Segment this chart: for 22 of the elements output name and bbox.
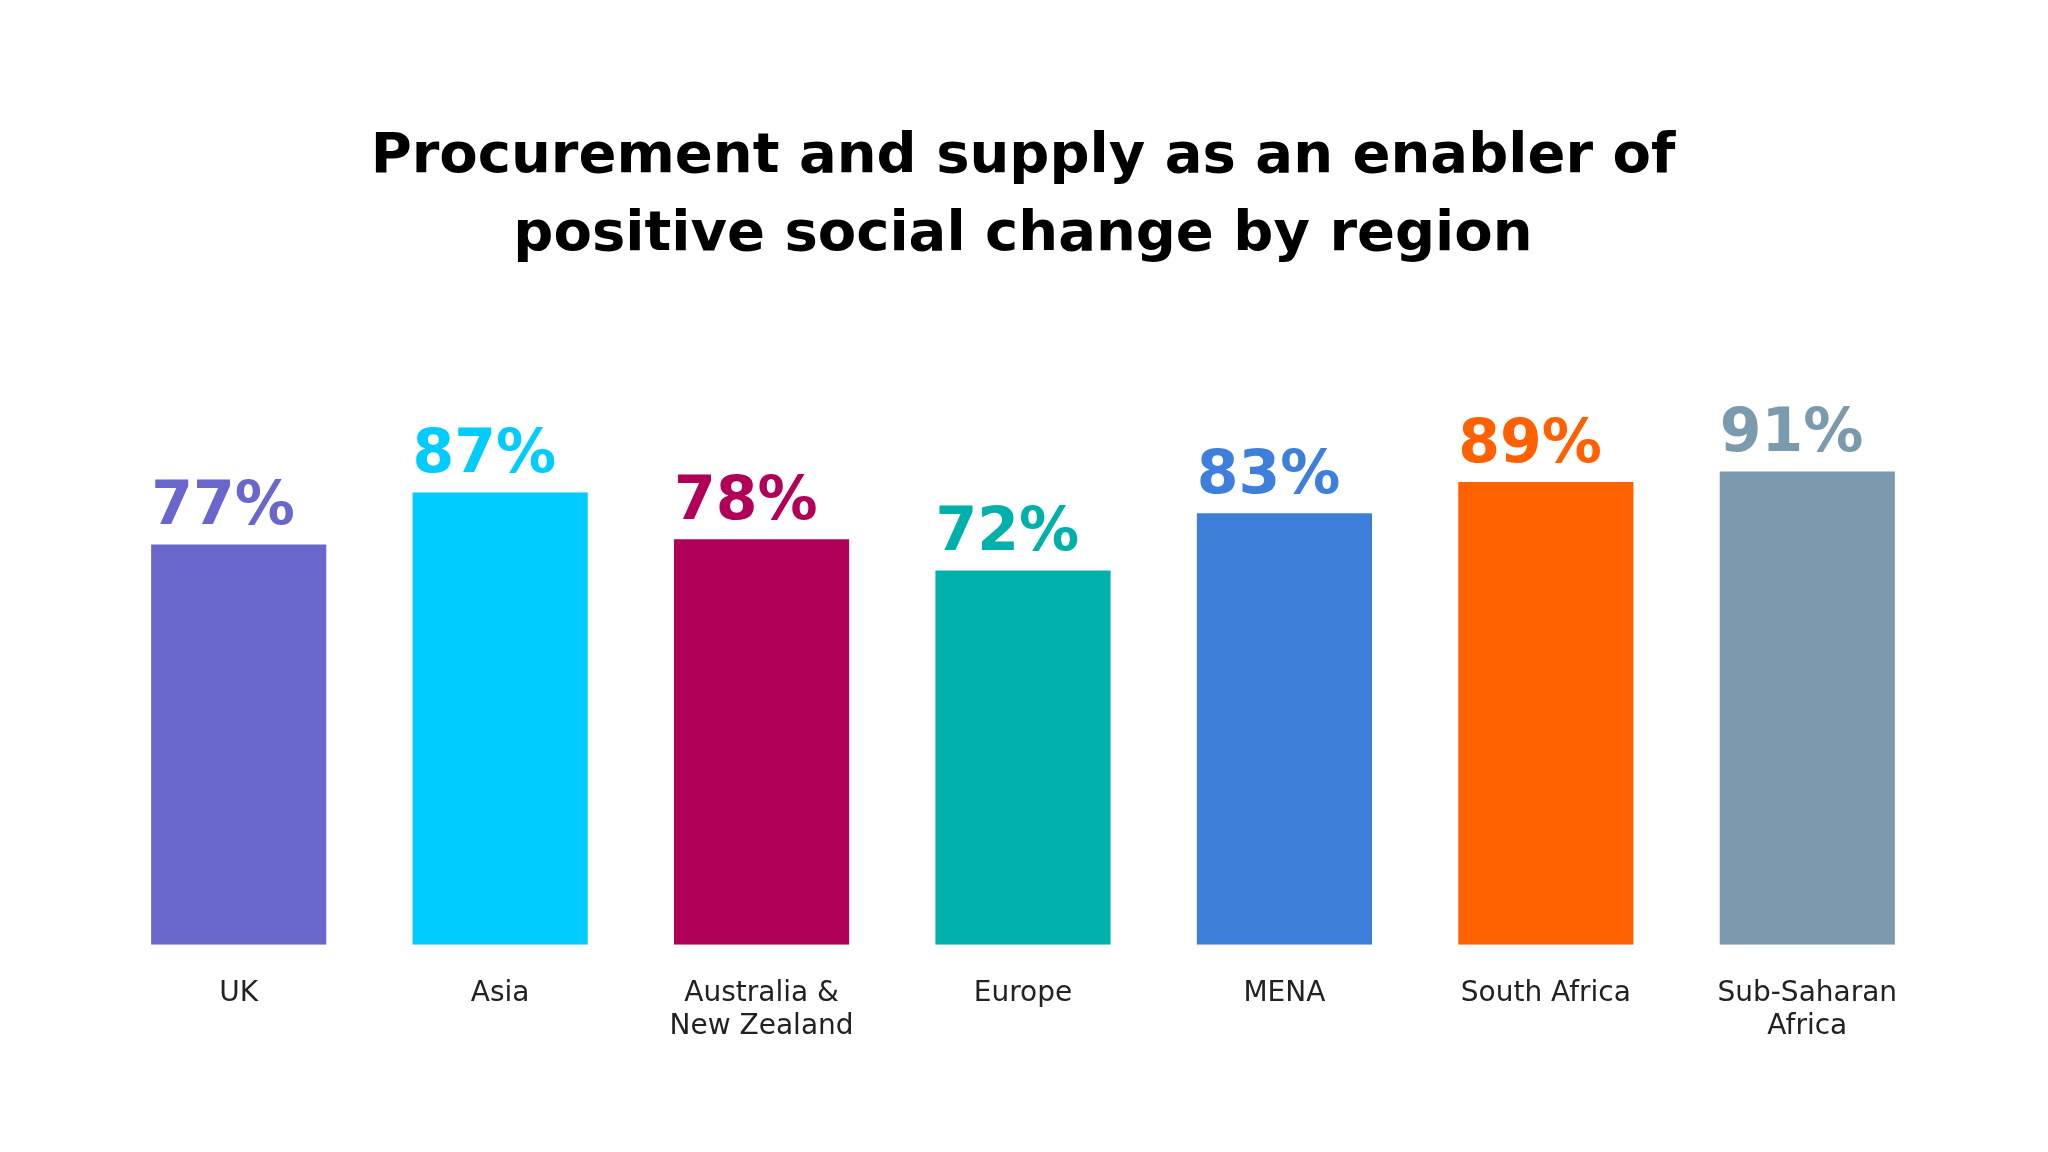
bar xyxy=(151,544,327,945)
bar xyxy=(1458,482,1634,945)
x-tick-label: Asia xyxy=(470,974,530,1008)
data-label: 91% xyxy=(1719,395,1864,466)
x-tick-label: UK xyxy=(219,974,259,1008)
data-label: 89% xyxy=(1458,405,1602,476)
bar xyxy=(412,492,588,945)
x-tick-label: South Africa xyxy=(1460,974,1631,1008)
x-tick-label: Europe xyxy=(973,974,1073,1008)
bar xyxy=(935,570,1111,945)
x-tick-label: MENA xyxy=(1243,974,1326,1008)
bar xyxy=(1719,471,1895,945)
data-label: 77% xyxy=(151,467,295,538)
data-label: 72% xyxy=(935,493,1080,564)
data-label: 78% xyxy=(673,462,818,533)
x-tick-label: Sub-Saharan Africa xyxy=(1717,974,1898,1042)
data-label: 87% xyxy=(412,415,557,486)
bar xyxy=(1196,513,1373,945)
bar xyxy=(673,539,850,945)
data-label: 83% xyxy=(1196,436,1341,507)
x-tick-label: Australia & New Zealand xyxy=(669,974,854,1042)
chart-title: Procurement and supply as an enabler of positive social change by region xyxy=(370,119,1676,264)
